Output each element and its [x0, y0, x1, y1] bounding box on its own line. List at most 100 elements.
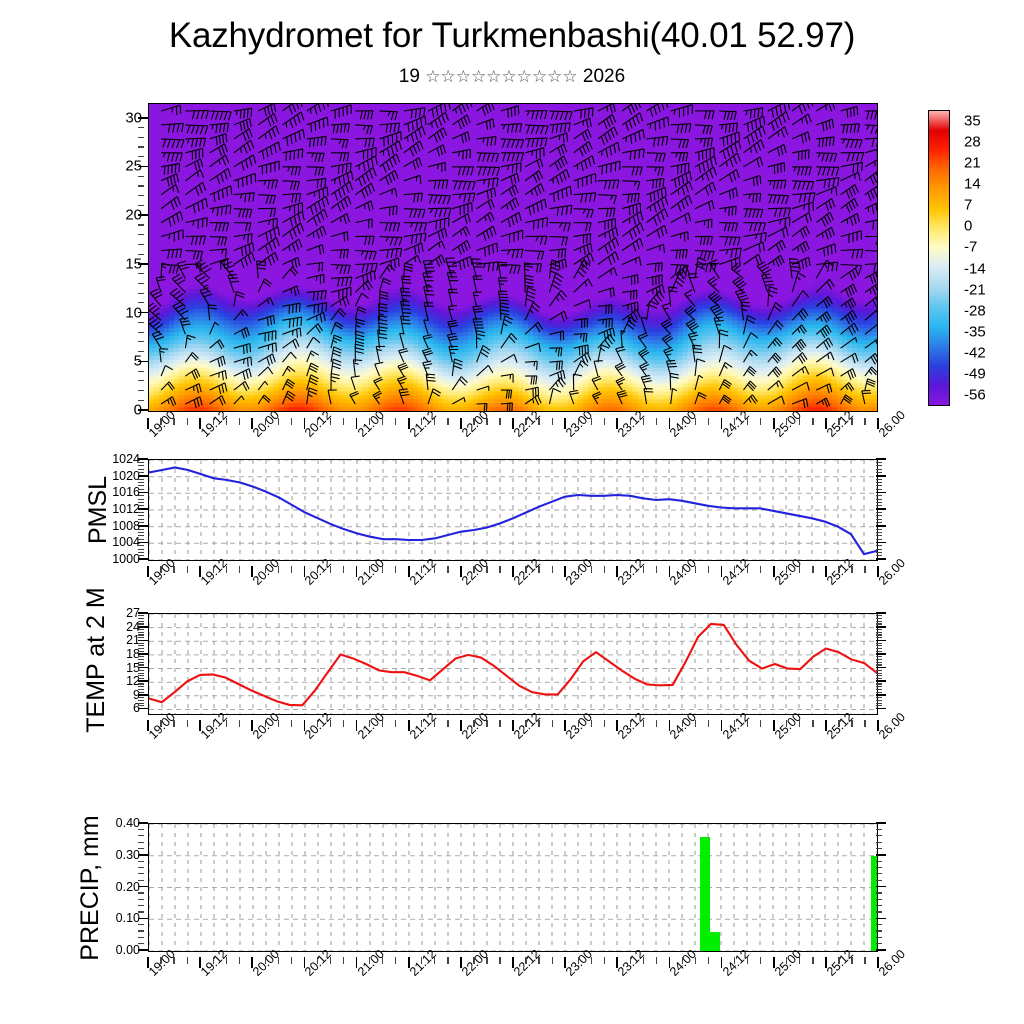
cross-section-fill	[149, 104, 877, 411]
colorbar-tick-label: -28	[964, 302, 986, 320]
y-minor-tickmark	[876, 879, 882, 881]
y-minor-tickmark	[138, 465, 144, 467]
y-minor-tickmark	[876, 548, 882, 550]
y-tickmark	[138, 653, 148, 655]
x-minor-tickmark	[473, 418, 475, 425]
x-minor-tickmark	[812, 566, 814, 573]
x-minor-tickmark	[186, 957, 188, 964]
y-minor-tickmark	[138, 548, 144, 550]
x-minor-tickmark	[577, 957, 579, 964]
x-minor-tickmark	[434, 957, 436, 964]
x-minor-tickmark	[734, 566, 736, 573]
x-tickmark	[772, 720, 775, 731]
y-tickmark	[138, 917, 148, 920]
x-minor-tickmark	[551, 418, 553, 425]
y-minor-tickmark	[138, 243, 144, 245]
y-minor-tickmark	[876, 498, 882, 500]
x-minor-tickmark	[160, 418, 162, 425]
temp-grid	[149, 614, 877, 714]
y-minor-tickmark	[876, 521, 882, 524]
temperature-cross-section-panel[interactable]	[148, 103, 878, 412]
pmsl-line	[149, 466, 877, 556]
x-minor-tickmark	[342, 566, 345, 573]
temp-y-tickmarks	[138, 612, 150, 715]
y-minor-tickmark	[876, 515, 882, 517]
y-minor-tickmark	[138, 545, 144, 547]
x-tickmark	[460, 566, 462, 577]
y-tick-label: 0.00	[115, 943, 140, 957]
x-tickmark	[616, 566, 619, 577]
y-minor-tickmark	[876, 930, 882, 932]
y-minor-tickmark	[876, 847, 882, 850]
y-tickmark	[876, 508, 886, 510]
precip-bars	[149, 824, 877, 951]
y-minor-tickmark	[138, 873, 144, 875]
x-minor-tickmark	[186, 720, 188, 727]
y-minor-tickmark	[876, 898, 882, 900]
x-minor-tickmark	[342, 418, 345, 425]
precip-panel[interactable]	[148, 823, 878, 952]
x-tickmark	[720, 418, 723, 429]
temperature-colorbar[interactable]: 35 28 21 14 7 0 -7 -14 -21 -28 -35 -42 -49 -56	[928, 110, 1018, 410]
y-tickmark	[138, 558, 148, 560]
y-minor-tickmark	[138, 617, 144, 620]
x-tickmark	[147, 566, 149, 577]
x-minor-tickmark	[551, 566, 553, 573]
x-minor-tickmark	[225, 720, 227, 727]
x-minor-tickmark	[799, 418, 801, 425]
y-minor-tickmark	[138, 175, 144, 177]
y-tickmark	[138, 458, 148, 460]
x-minor-tickmark	[395, 566, 397, 573]
y-minor-tickmark	[138, 253, 144, 255]
y-minor-tickmark	[876, 686, 882, 688]
x-minor-tickmark	[329, 957, 332, 964]
y-tickmark	[138, 694, 148, 696]
x-minor-tickmark	[799, 720, 801, 727]
pmsl-canvas	[149, 460, 877, 560]
x-minor-tickmark	[212, 957, 214, 964]
x-tickmark	[512, 957, 514, 968]
x-minor-tickmark	[329, 418, 332, 425]
y-minor-tickmark	[876, 617, 882, 620]
y-tick-label: 18	[126, 646, 140, 661]
y-minor-tickmark	[138, 860, 144, 862]
x-tickmark	[720, 957, 723, 968]
y-minor-tickmark	[138, 911, 144, 913]
y-minor-tickmark	[876, 835, 882, 837]
y-minor-tickmark	[138, 615, 144, 617]
y-minor-tickmark	[138, 126, 144, 129]
y-minor-tickmark	[138, 461, 144, 464]
x-minor-tickmark	[225, 957, 227, 964]
y-minor-tickmark	[876, 943, 882, 945]
x-minor-tickmark	[316, 720, 319, 727]
y-tickmark	[876, 558, 886, 560]
pmsl-y-axis: 1024 1020 1016 1012 1008 1004 1000	[100, 452, 140, 566]
temp-2m-panel[interactable]	[148, 613, 878, 715]
x-minor-tickmark	[747, 418, 749, 425]
x-minor-tickmark	[499, 957, 501, 964]
y-tick-label: 0.30	[115, 847, 140, 862]
x-minor-tickmark	[642, 720, 645, 727]
x-minor-tickmark	[864, 418, 866, 425]
y-minor-tickmark	[876, 628, 882, 631]
y-tickmark	[876, 694, 886, 696]
x-minor-tickmark	[538, 566, 540, 573]
x-tickmark	[772, 418, 775, 429]
y-tick-label: 1012	[112, 502, 140, 516]
y-minor-tickmark	[876, 620, 882, 622]
x-minor-tickmark	[590, 418, 592, 425]
pmsl-panel[interactable]	[148, 459, 878, 561]
precip-gridlines	[149, 824, 877, 951]
y-minor-tickmark	[138, 879, 144, 881]
x-minor-tickmark	[694, 566, 697, 573]
x-minor-tickmark	[864, 566, 866, 573]
x-tickmark	[251, 957, 254, 968]
y-minor-tickmark	[138, 234, 144, 236]
x-tickmark	[668, 957, 671, 968]
y-minor-tickmark	[138, 468, 144, 470]
x-minor-tickmark	[225, 566, 227, 573]
y-tick-label: 1020	[112, 468, 140, 483]
x-minor-tickmark	[707, 418, 710, 425]
x-minor-tickmark	[760, 418, 762, 425]
y-minor-tickmark	[138, 697, 144, 699]
